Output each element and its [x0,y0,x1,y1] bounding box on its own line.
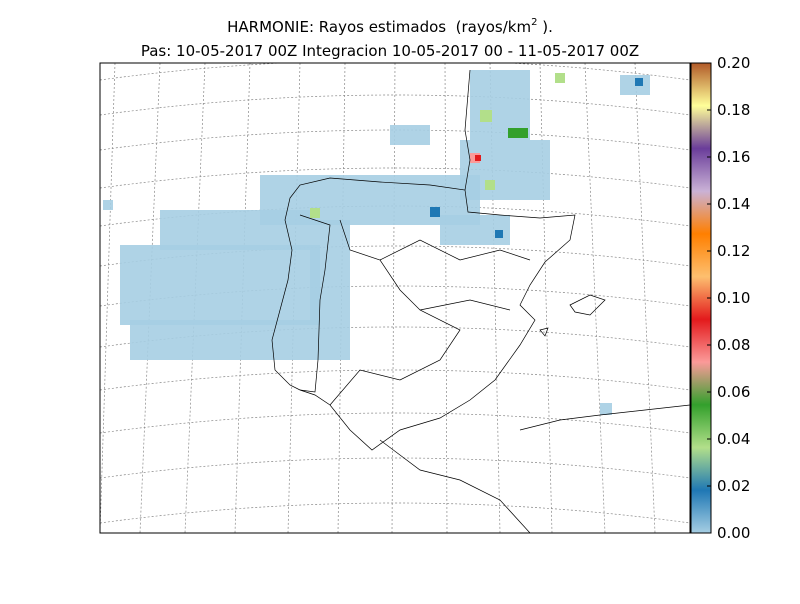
colorbar: 0.00 0.02 0.04 0.06 0.08 0.10 0.12 0.14 0.16 0.18… [690,54,750,542]
colorbar-tick-label: 0.14 [717,195,750,213]
colorbar-tick-label: 0.04 [717,430,750,448]
colorbar-tick-label: 0.10 [717,289,750,307]
colorbar-tick-label: 0.16 [717,148,750,166]
colorbar-tick-label: 0.18 [717,101,750,119]
title-superscript: 2 [531,17,537,28]
colorbar-tick-label: 0.08 [717,336,750,354]
colorbar-tick-label: 0.20 [717,54,750,72]
colorbar-tick-label: 0.00 [717,524,750,542]
colorbar-tick-label: 0.06 [717,383,750,401]
title-text: HARMONIE: Rayos estimados (rayos/km [227,18,531,36]
map [99,62,691,534]
graticule [100,63,690,533]
subtitle: Pas: 10-05-2017 00Z Integracion 10-05-20… [141,42,639,60]
map-frame [99,62,691,534]
colorbar-tick-label: 0.12 [717,242,750,260]
coastlines [271,69,690,533]
title: HARMONIE: Rayos estimados (rayos/km2 ). [227,17,553,36]
colorbar-tick-label: 0.02 [717,477,750,495]
title-end: ). [537,18,552,36]
